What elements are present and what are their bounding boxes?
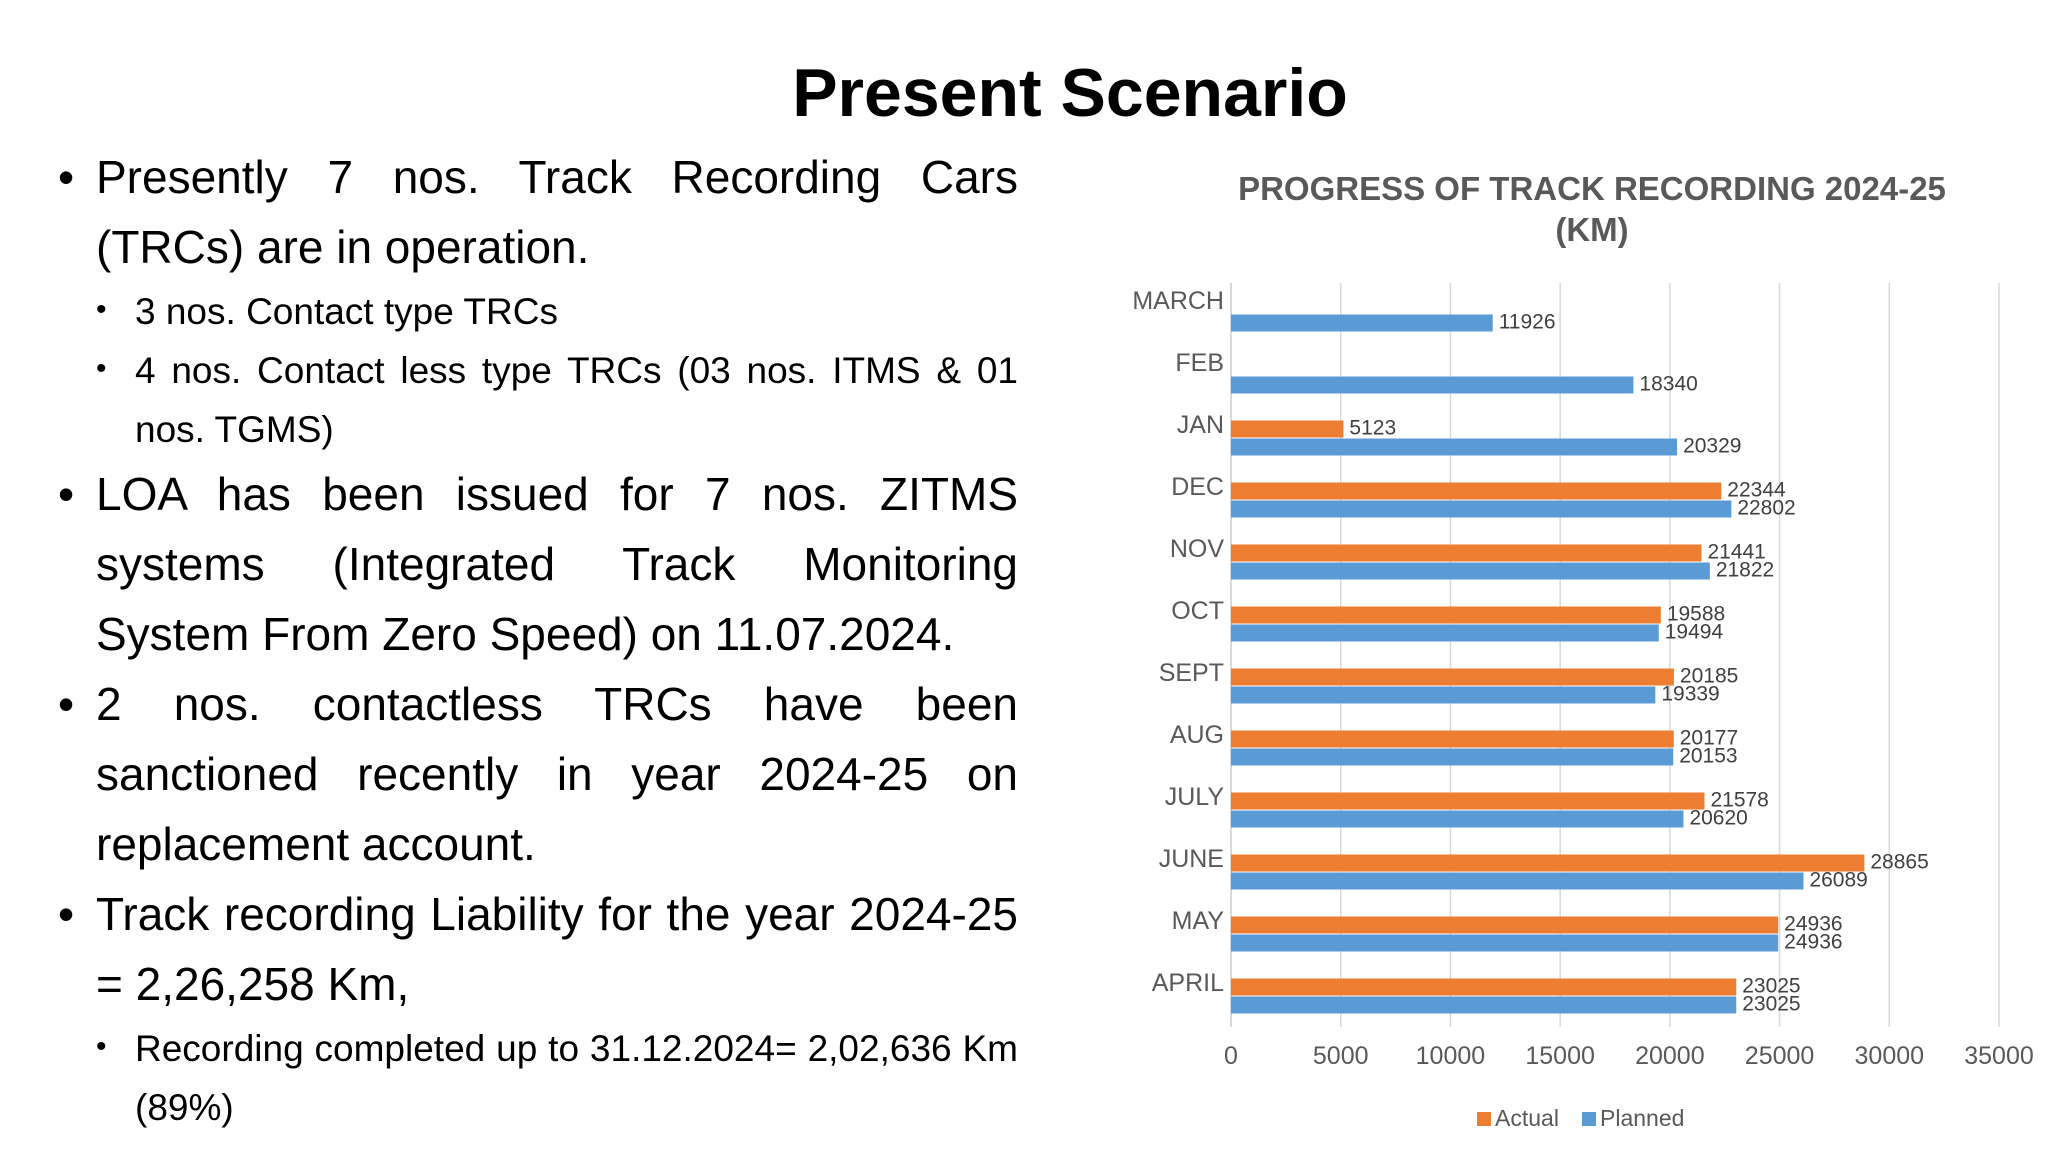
data-label-actual-oct: 19588	[1667, 603, 1725, 626]
data-label-actual-july: 21578	[1710, 789, 1768, 812]
legend-label-actual: Actual	[1495, 1105, 1559, 1131]
legend-swatch-planned	[1582, 1112, 1596, 1126]
bullet-loa-zitms: LOA has been issued for 7 nos. ZITMS sys…	[58, 459, 1018, 669]
progress-chart: PROGRESS OF TRACK RECORDING 2024-25 (KM) 0…	[1080, 160, 2048, 1150]
data-label-actual-dec: 22344	[1727, 479, 1786, 502]
bullet-sanctioned-trcs: 2 nos. contactless TRCs have been sancti…	[58, 669, 1018, 879]
category-label-july: JULY	[1165, 783, 1225, 811]
bullet-liability: Track recording Liability for the year 2…	[58, 879, 1018, 1019]
data-label-planned-oct: 19494	[1665, 621, 1724, 644]
legend-label-planned: Planned	[1600, 1105, 1684, 1131]
bullet-list: Presently 7 nos. Track Recording Cars (T…	[58, 142, 1018, 1137]
data-label-planned-july: 20620	[1689, 807, 1747, 830]
data-label-actual-nov: 21441	[1707, 541, 1765, 564]
bar-planned-sept	[1231, 686, 1656, 704]
category-label-sept: SEPT	[1159, 659, 1224, 687]
chart-svg: PROGRESS OF TRACK RECORDING 2024-25 (KM) 0…	[1132, 170, 2034, 1131]
data-label-planned-march: 11926	[1499, 311, 1556, 334]
bar-planned-april	[1231, 996, 1737, 1014]
bar-planned-july	[1231, 810, 1684, 828]
x-tick-label-5000: 5000	[1313, 1042, 1369, 1070]
data-label-planned-dec: 22802	[1737, 497, 1795, 520]
bar-planned-nov	[1231, 562, 1710, 580]
category-label-june: JUNE	[1159, 845, 1224, 873]
bullet-trc-operation: Presently 7 nos. Track Recording Cars (T…	[58, 142, 1018, 282]
x-tick-label-10000: 10000	[1416, 1042, 1486, 1070]
bar-planned-june	[1231, 872, 1804, 890]
bar-actual-june	[1231, 854, 1865, 872]
x-tick-label-25000: 25000	[1745, 1042, 1815, 1070]
slide-title: Present Scenario	[792, 55, 1348, 131]
bar-planned-feb	[1231, 376, 1634, 394]
sub-bullet-recording-completed: Recording completed up to 31.12.2024= 2,…	[96, 1017, 1018, 1137]
category-label-may: MAY	[1172, 907, 1225, 935]
category-label-jan: JAN	[1177, 411, 1224, 439]
x-tick-label-35000: 35000	[1964, 1042, 2034, 1070]
data-label-actual-may: 24936	[1784, 913, 1842, 936]
data-label-planned-may: 24936	[1784, 931, 1842, 954]
data-label-actual-jan: 5123	[1349, 417, 1396, 440]
x-tick-label-30000: 30000	[1855, 1042, 1925, 1070]
data-label-planned-june: 26089	[1809, 869, 1867, 892]
chart-title: PROGRESS OF TRACK RECORDING 2024-25 (KM)	[1238, 170, 1946, 248]
bar-actual-aug	[1231, 730, 1674, 748]
bar-planned-oct	[1231, 624, 1659, 642]
bar-actual-oct	[1231, 606, 1661, 624]
legend-swatch-actual	[1477, 1112, 1491, 1126]
data-label-planned-feb: 18340	[1639, 373, 1697, 396]
data-label-planned-nov: 21822	[1716, 559, 1774, 582]
x-tick-label-15000: 15000	[1525, 1042, 1595, 1070]
data-label-actual-sept: 20185	[1680, 665, 1738, 688]
x-tick-label-20000: 20000	[1635, 1042, 1705, 1070]
category-label-dec: DEC	[1171, 473, 1224, 501]
bar-actual-may	[1231, 916, 1779, 934]
category-label-aug: AUG	[1170, 721, 1224, 749]
bar-actual-july	[1231, 792, 1705, 810]
sub-bullet-contact-trcs: 3 nos. Contact type TRCs	[96, 280, 1018, 341]
bar-actual-nov	[1231, 544, 1702, 562]
bar-planned-dec	[1231, 500, 1732, 518]
data-label-planned-april: 23025	[1742, 993, 1800, 1016]
category-label-april: APRIL	[1152, 969, 1224, 997]
category-label-march: MARCH	[1132, 287, 1224, 315]
bar-actual-dec	[1231, 482, 1722, 500]
category-label-oct: OCT	[1171, 597, 1224, 625]
data-label-planned-aug: 20153	[1679, 745, 1737, 768]
sub-bullet-contactless-trcs: 4 nos. Contact less type TRCs (03 nos. I…	[96, 339, 1018, 459]
data-label-actual-april: 23025	[1742, 975, 1800, 998]
x-tick-label-0: 0	[1224, 1042, 1238, 1070]
bar-planned-jan	[1231, 438, 1678, 456]
category-label-nov: NOV	[1170, 535, 1225, 563]
bar-actual-jan	[1231, 420, 1344, 438]
bar-actual-sept	[1231, 668, 1674, 686]
bar-planned-may	[1231, 934, 1779, 952]
bar-actual-april	[1231, 978, 1737, 996]
bar-planned-march	[1231, 314, 1493, 332]
data-label-actual-june: 28865	[1870, 851, 1928, 874]
category-label-feb: FEB	[1175, 349, 1224, 377]
data-label-actual-aug: 20177	[1680, 727, 1738, 750]
data-label-planned-jan: 20329	[1683, 435, 1741, 458]
bar-planned-aug	[1231, 748, 1674, 766]
data-label-planned-sept: 19339	[1661, 683, 1719, 706]
